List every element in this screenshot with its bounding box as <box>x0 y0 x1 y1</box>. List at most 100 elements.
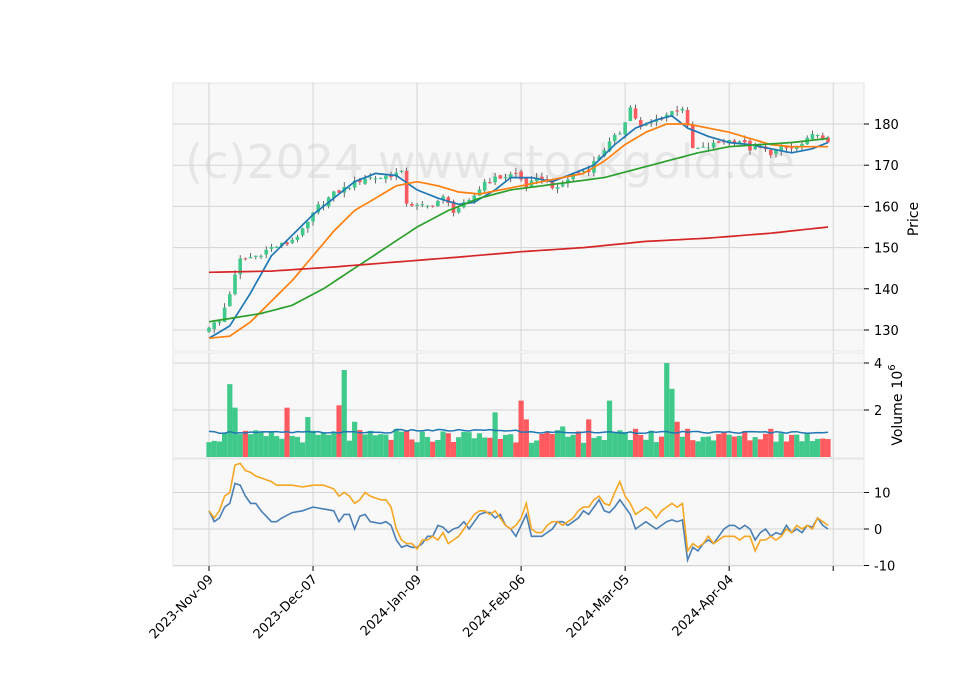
volume-bar <box>809 441 815 457</box>
volume-average-line <box>208 428 829 435</box>
volume-bar <box>658 436 665 457</box>
candle-body <box>316 204 321 213</box>
candle-body <box>420 204 425 206</box>
volume-bar <box>341 370 347 457</box>
volume-bar <box>627 440 633 457</box>
oscillator-tick-label: -10 <box>874 560 895 575</box>
candle-body <box>378 178 383 180</box>
moving-average-line <box>208 123 828 340</box>
candle-body <box>732 140 737 144</box>
price-axis-label: Price <box>906 202 922 236</box>
volume-bar <box>549 433 555 457</box>
volume-bar <box>435 440 441 457</box>
x-tick-label: 2024-Mar-05 <box>564 572 633 641</box>
volume-bar <box>502 434 509 457</box>
volume-bars <box>206 363 831 457</box>
volume-bar <box>206 442 212 457</box>
volume-exponent-base: 10 <box>890 371 906 389</box>
candle-body <box>441 196 445 200</box>
volume-bar <box>508 434 514 457</box>
candle-body <box>300 228 305 236</box>
volume-bar <box>253 430 259 457</box>
candle-body <box>410 203 414 206</box>
volume-bar <box>482 437 488 457</box>
volume-bar <box>430 441 436 457</box>
candle-body <box>290 239 295 243</box>
candle-body <box>415 204 419 206</box>
candle-body <box>363 178 367 184</box>
volume-bar <box>258 431 264 457</box>
candle-body <box>664 114 669 118</box>
volume-bar <box>638 434 644 457</box>
candle-body <box>560 184 565 187</box>
volume-bar <box>768 428 774 457</box>
volume-bar <box>648 430 654 457</box>
volume-bar <box>383 434 389 457</box>
candle-body <box>498 175 503 179</box>
candle-body <box>347 187 352 189</box>
candle-body <box>332 191 336 198</box>
candle-body <box>768 149 773 156</box>
candle-body <box>493 176 497 183</box>
candle-body <box>384 175 388 180</box>
candle-body <box>675 110 679 112</box>
candle-body <box>514 172 518 174</box>
candle-body <box>820 135 825 139</box>
volume-bar <box>232 407 238 457</box>
volume-bar <box>726 434 732 457</box>
volume-bar <box>762 433 769 457</box>
candle-body <box>373 178 378 180</box>
candle-body <box>404 170 409 204</box>
moving-average-line <box>208 114 829 339</box>
volume-bar <box>471 438 477 457</box>
volume-bar <box>305 417 311 457</box>
oscillator-panel <box>172 458 865 567</box>
volume-bar <box>601 440 607 457</box>
volume-bar <box>773 441 779 457</box>
volume-bar <box>570 434 576 457</box>
volume-bar <box>237 434 243 457</box>
volume-bar <box>596 436 602 457</box>
oscillator-axis: -10 0 10 <box>864 487 895 575</box>
volume-bar <box>778 433 784 457</box>
volume-bar <box>565 436 571 457</box>
candle-body <box>238 258 243 275</box>
volume-bar <box>653 442 659 457</box>
date-axis: 2023-Nov-09 2023-Dec-07 2024-Jan-09 2024-Fe… <box>147 566 834 642</box>
candle-body <box>711 142 716 148</box>
volume-axis-label: Volume 106 <box>887 364 906 445</box>
candle-body <box>753 146 757 150</box>
candle-body <box>212 322 217 330</box>
volume-tick-label: 4 <box>874 357 882 372</box>
candle-body <box>581 170 586 172</box>
candle-body <box>477 189 482 196</box>
volume-bar <box>742 431 748 457</box>
candle-body <box>394 172 399 177</box>
volume-bar <box>424 436 431 457</box>
volume-bar <box>539 433 545 457</box>
candle-body <box>540 176 544 180</box>
volume-bar <box>362 434 368 457</box>
candle-body <box>607 141 612 152</box>
volume-bar <box>575 431 581 457</box>
candle-body <box>352 180 357 188</box>
volume-bar <box>409 439 415 457</box>
volume-bar <box>544 431 550 457</box>
volume-bar <box>456 437 462 457</box>
candle-body <box>810 133 815 139</box>
candle-body <box>488 182 492 184</box>
volume-bar <box>388 439 394 457</box>
candle-body <box>524 178 529 188</box>
volume-bar <box>404 430 410 457</box>
volume-bar <box>414 442 420 457</box>
volume-bar <box>268 430 275 457</box>
candle-body <box>612 134 617 142</box>
volume-bar <box>684 428 691 457</box>
candle-body <box>623 122 627 135</box>
candle-body <box>597 156 601 160</box>
volume-bar <box>466 432 472 457</box>
candle-body <box>399 170 404 172</box>
volume-bar <box>705 436 711 457</box>
volume-bar <box>679 436 685 457</box>
volume-bar <box>664 363 670 457</box>
